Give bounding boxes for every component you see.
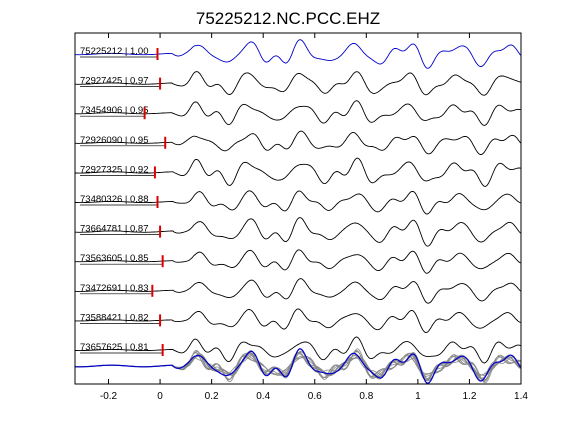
stack-layer (74, 348, 522, 384)
x-axis: -0.2 0 0.2 0.4 0.6 0.8 1 1.2 1.4 (100, 33, 528, 402)
x-tick-label-0: -0.2 (100, 391, 118, 402)
stack-trace-2 (74, 350, 521, 382)
trace-line-2 (75, 100, 521, 126)
x-tick-label-8: 1.4 (514, 391, 528, 402)
trace-line-8 (74, 278, 521, 304)
trace-label-9: 73588421 | 0.82 (80, 312, 149, 323)
x-tick-label-6: 1 (415, 391, 421, 402)
trace-line-0 (74, 39, 521, 69)
trace-line-1 (75, 71, 521, 96)
chart-title: 75225212.NC.PCC.EHZ (196, 9, 380, 28)
stack-master-trace (75, 348, 522, 384)
traces-layer (74, 39, 521, 364)
trace-label-10: 73657625 | 0.81 (80, 342, 149, 353)
x-tick-label-4: 0.6 (308, 391, 322, 402)
trace-labels-layer: 75225212 | 1.00 72927425 | 0.97 73454906 |… (80, 46, 166, 354)
trace-label-6: 73664781 | 0.87 (80, 224, 149, 235)
x-tick-label-5: 0.8 (359, 391, 373, 402)
trace-label-4: 72927325 | 0.92 (80, 164, 149, 175)
trace-label-5: 73480326 | 0.88 (80, 194, 149, 205)
trace-label-7: 73563605 | 0.85 (80, 253, 149, 264)
trace-label-0: 75225212 | 1.00 (80, 46, 149, 57)
trace-label-3: 72926090 | 0.95 (80, 135, 149, 146)
trace-label-1: 72927425 | 0.97 (80, 76, 149, 87)
x-tick-label-1: 0 (157, 391, 163, 402)
picks-layer (143, 48, 167, 356)
trace-line-9 (75, 308, 521, 333)
x-tick-label-3: 0.4 (256, 391, 270, 402)
trace-line-5 (75, 190, 521, 215)
trace-line-3 (75, 130, 521, 155)
axes-frame (74, 32, 522, 385)
trace-line-6 (75, 217, 521, 247)
trace-line-10 (75, 336, 521, 364)
trace-label-2: 73454906 | 0.95 (80, 105, 149, 116)
trace-line-7 (75, 249, 521, 274)
x-tick-label-2: 0.2 (205, 391, 219, 402)
trace-line-4 (75, 157, 521, 187)
trace-label-8: 73472691 | 0.83 (80, 283, 149, 294)
x-tick-label-7: 1.2 (462, 391, 476, 402)
